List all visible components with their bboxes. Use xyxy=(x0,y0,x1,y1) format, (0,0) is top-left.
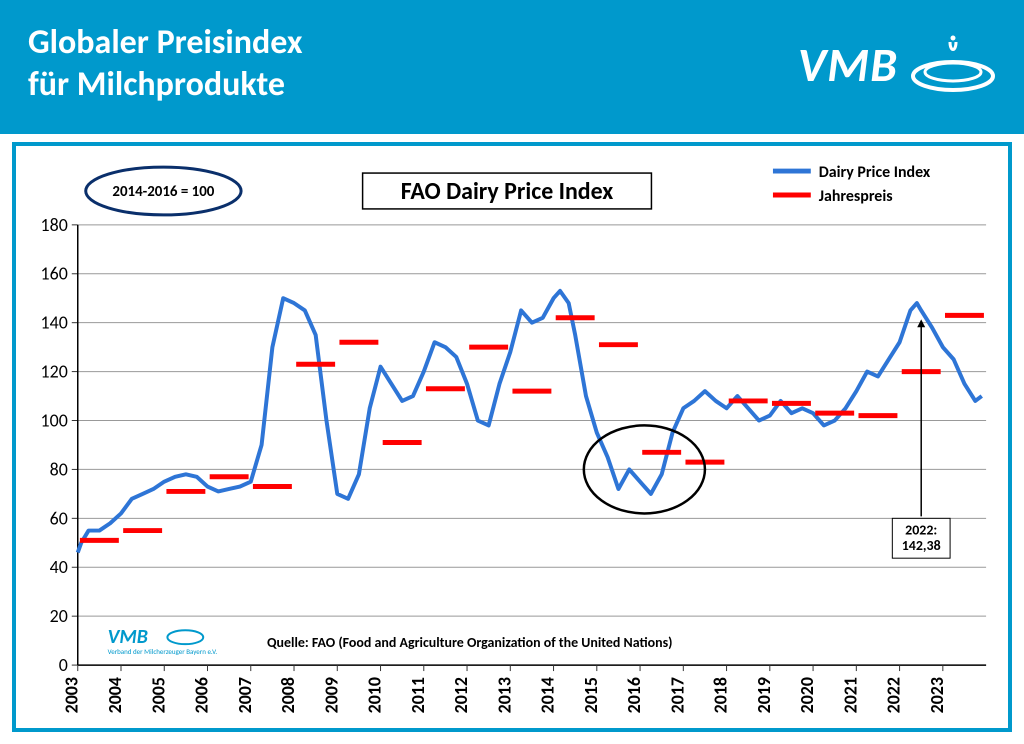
small-logo: VMB xyxy=(108,625,148,649)
y-tick-label: 60 xyxy=(50,507,68,529)
y-tick-label: 140 xyxy=(41,312,68,334)
x-tick-label: 2021 xyxy=(839,677,861,713)
y-tick-label: 180 xyxy=(41,214,68,236)
x-tick-label: 2010 xyxy=(364,677,386,713)
x-tick-label: 2019 xyxy=(753,677,775,713)
x-tick-label: 2003 xyxy=(61,677,83,713)
x-tick-label: 2018 xyxy=(710,677,732,713)
y-tick-label: 40 xyxy=(50,556,68,578)
x-tick-label: 2020 xyxy=(796,677,818,713)
small-swirl-icon xyxy=(167,630,203,644)
y-tick-label: 80 xyxy=(50,458,68,480)
x-tick-label: 2005 xyxy=(147,677,169,713)
x-tick-label: 2008 xyxy=(277,677,299,713)
x-tick-label: 2009 xyxy=(320,677,342,713)
y-tick-label: 160 xyxy=(41,263,68,285)
logo-text: VMB xyxy=(798,35,898,94)
title-line1: Globaler Preisindex xyxy=(28,22,302,65)
chart-container: 0 20 40 60 80 100 120 140 160 180 2003 2004 2005 2006… xyxy=(12,142,1012,732)
small-logo-sub: Verband der Milcherzeuger Bayern e.V. xyxy=(108,647,218,656)
dairy-price-chart: 0 20 40 60 80 100 120 140 160 180 2003 2004 2005 2006… xyxy=(16,146,1008,728)
source-text: Quelle: FAO (Food and Agriculture Organi… xyxy=(267,634,673,651)
legend-item-line: Dairy Price Index xyxy=(819,163,931,182)
callout-year: 2022: xyxy=(905,521,937,538)
x-tick-label: 2015 xyxy=(580,677,602,713)
y-tick-label: 20 xyxy=(50,605,68,627)
y-tick-label: 100 xyxy=(41,409,68,431)
x-tick-label: 2023 xyxy=(926,677,948,713)
x-tick-label: 2006 xyxy=(191,677,213,713)
x-tick-label: 2004 xyxy=(104,677,126,713)
y-tick-label: 120 xyxy=(41,361,68,383)
basis-note: 2014-2016 = 100 xyxy=(112,183,214,201)
x-tick-label: 2022 xyxy=(883,677,905,713)
callout-value: 142,38 xyxy=(902,537,941,554)
milk-swirl-icon xyxy=(910,34,996,94)
x-tick-label: 2017 xyxy=(666,677,688,713)
x-tick-label: 2013 xyxy=(493,677,515,713)
x-tick-label: 2012 xyxy=(450,677,472,713)
chart-title: FAO Dairy Price Index xyxy=(401,177,614,206)
page-title: Globaler Preisindex für Milchprodukte xyxy=(28,22,302,107)
dairy-price-line xyxy=(78,291,982,553)
legend-item-bars: Jahrespreis xyxy=(819,187,893,206)
x-tick-label: 2014 xyxy=(537,677,559,713)
title-line2: für Milchprodukte xyxy=(28,64,302,107)
x-tick-label: 2007 xyxy=(234,677,256,713)
header: Globaler Preisindex für Milchprodukte VM… xyxy=(0,0,1024,134)
x-tick-label: 2011 xyxy=(407,677,429,713)
vmb-logo: VMB xyxy=(798,34,996,94)
y-tick-label: 0 xyxy=(59,654,68,676)
x-tick-label: 2016 xyxy=(623,677,645,713)
